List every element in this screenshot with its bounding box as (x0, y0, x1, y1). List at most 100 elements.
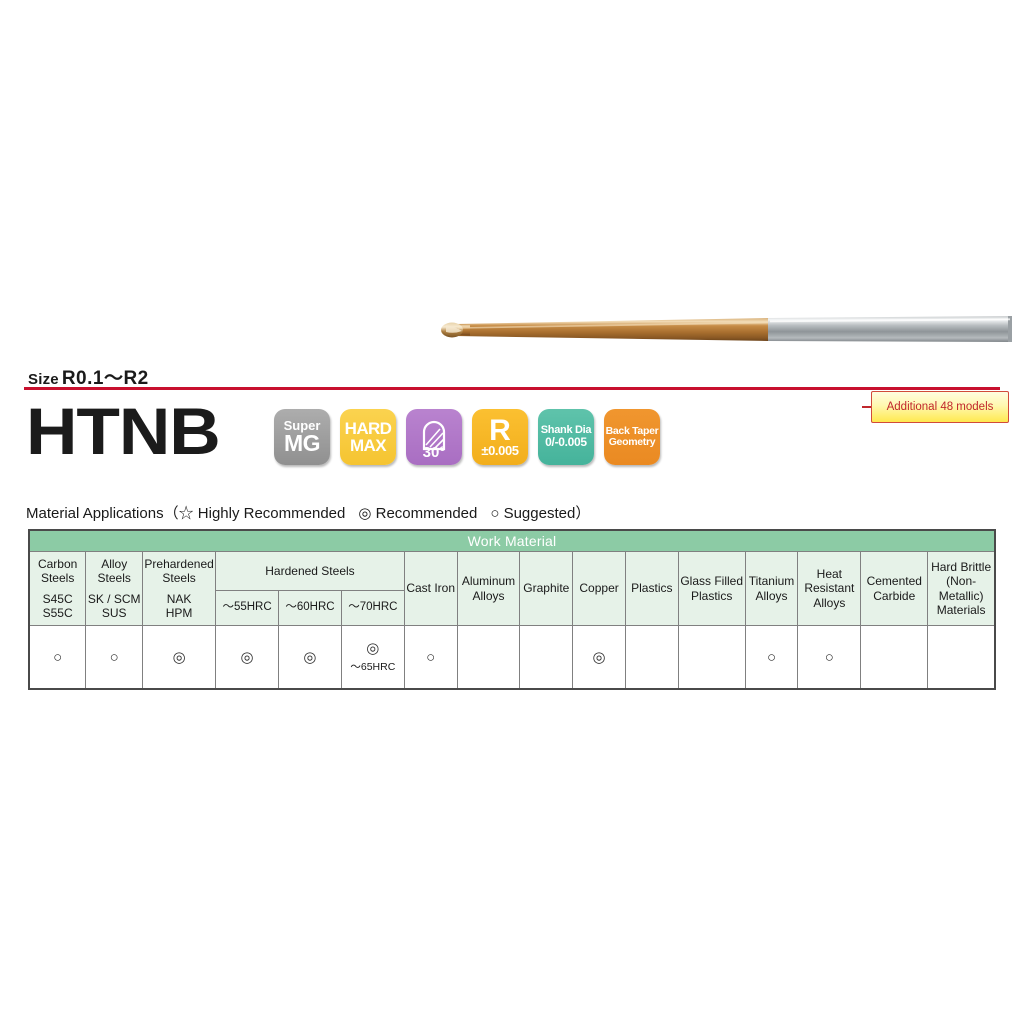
work-material-band: Work Material (29, 529, 995, 552)
tool-tip-shadow (442, 330, 451, 337)
badge-shank-dia-icon: Shank Dia 0/-0.005 (538, 409, 594, 465)
badge-taper-angle-icon: 30° (406, 409, 462, 465)
size-line: Size R0.1～R2 (28, 363, 149, 390)
badge-hard-max-line1: HARD (344, 418, 392, 438)
legend-close-paren: ） (575, 505, 591, 522)
tool-shank (768, 316, 1012, 342)
legend-title: Material Applications (26, 505, 164, 522)
feature-badge-row: Super MG HARD MAX 30° R ±0.005 Shank Dia… (274, 409, 660, 465)
badge-back-taper-line2: Geometry (608, 436, 656, 448)
badge-corner-r-icon: R ±0.005 (472, 409, 528, 465)
heat-resistant-alloys-line1: Heat (816, 567, 843, 582)
cell-value-cast-iron: ○ (426, 648, 436, 666)
prehardened-steels-line1: Prehardened (144, 556, 214, 571)
col-header-aluminum-alloys: Aluminum Alloys (456, 551, 521, 626)
badge-super-mg-line2: MG (283, 429, 321, 456)
aluminum-alloys-line2: Alloys (472, 588, 505, 603)
cell-value-heat-resistant-alloys: ○ (824, 648, 834, 666)
carbon-steels-grade1: S45C (42, 592, 73, 606)
graphite-line1: Graphite (523, 581, 570, 596)
col-header-hard-brittle: Hard Brittle (Non-Metallic) Materials (927, 551, 996, 626)
titanium-alloys-line1: Titanium (748, 574, 795, 589)
legend-label-highly-recommended: Highly Recommended (197, 505, 346, 522)
col-header-alloy-steels: Alloy Steels SK / SCM SUS (85, 551, 144, 626)
cell-note-hardened-70hrc: ～65HRC (350, 660, 396, 673)
aluminum-alloys-line1: Aluminum (461, 574, 516, 589)
material-applications-table: Work Material Carbon Steels S45C S55C Al… (28, 529, 996, 690)
alloy-steels-grade1: SK / SCM (87, 592, 141, 606)
dome-hatch-icon (422, 420, 446, 451)
col-header-graphite: Graphite (519, 551, 574, 626)
tool-highlight (458, 321, 768, 329)
cell-hard-brittle (927, 625, 996, 690)
glass-filled-plastics-line1: Glass Filled (680, 574, 743, 589)
cell-plastics (624, 625, 679, 690)
glass-filled-plastics-line2: Plastics (690, 588, 733, 603)
cell-cast-iron: ○ (403, 625, 458, 690)
col-header-plastics: Plastics (624, 551, 679, 626)
additional-models-callout: Additional 48 models (871, 391, 1009, 423)
col-header-hardened-steels-group: Hardened Steels (215, 551, 405, 591)
cell-carbon-steels: ○ (28, 625, 87, 690)
tool-photo (441, 316, 1012, 342)
legend-symbol-suggested: ○ (490, 505, 500, 522)
tool-coated-taper (455, 318, 768, 341)
cell-value-hardened-60hrc: ◎ (303, 648, 317, 666)
badge-hard-max-line2: MAX (350, 436, 387, 455)
col-header-hardened-60hrc: ～60HRC (278, 590, 342, 626)
cell-value-hardened-70hrc: ◎ (366, 639, 380, 657)
carbon-steels-line1: Carbon (37, 556, 78, 571)
legend-label-suggested: Suggested (503, 505, 576, 522)
badge-corner-r-line2: ±0.005 (481, 442, 519, 458)
col-header-hardened-70hrc: ～70HRC (340, 590, 405, 626)
heat-resistant-alloys-line2: Resistant (804, 581, 855, 596)
cell-value-hardened-55hrc: ◎ (240, 648, 254, 666)
col-header-copper: Copper (572, 551, 626, 626)
col-header-glass-filled-plastics: Glass Filled Plastics (677, 551, 746, 626)
cell-value-carbon-steels: ○ (53, 648, 63, 666)
table-header-row-2: ～55HRC ～60HRC ～70HRC (29, 590, 995, 626)
alloy-steels-line2: Steels (97, 570, 131, 585)
cell-value-alloy-steels: ○ (109, 648, 119, 666)
table-header-row-1: Carbon Steels S45C S55C Alloy Steels SK … (28, 551, 996, 626)
cell-aluminum-alloys (456, 625, 521, 690)
plastics-line1: Plastics (631, 581, 673, 596)
tool-flute-gash (446, 325, 462, 333)
prehardened-steels-grade2: HPM (165, 606, 193, 621)
badge-back-taper-icon: Back Taper Geometry (604, 409, 660, 465)
legend-label-recommended: Recommended (375, 505, 478, 522)
col-header-titanium-alloys: Titanium Alloys (744, 551, 799, 626)
col-header-cast-iron: Cast Iron (403, 551, 458, 626)
alloy-steels-line1: Alloy (101, 556, 128, 571)
badge-taper-angle-value: 30° (422, 443, 446, 461)
cell-value-titanium-alloys: ○ (766, 648, 777, 666)
cell-hardened-60hrc: ◎ (278, 625, 342, 690)
badge-corner-r-line1: R (489, 413, 511, 447)
col-header-prehardened-steels: Prehardened Steels NAK HPM (142, 551, 217, 626)
cell-cemented-carbide (860, 625, 929, 690)
hard-brittle-line1: Hard Brittle (931, 560, 992, 575)
table-row: ○ ○ ◎ ◎ ◎ ◎ ～65HRC ○ ◎ (28, 625, 996, 690)
size-value: R0.1～R2 (61, 368, 149, 389)
cemented-carbide-line2: Carbide (873, 588, 916, 603)
badge-shank-dia-line1: Shank Dia (540, 424, 592, 437)
tool-shank-end (1008, 316, 1012, 342)
badge-super-mg-line1: Super (283, 417, 321, 433)
badge-super-mg-icon: Super MG (274, 409, 330, 465)
badge-back-taper-line1: Back Taper (605, 425, 659, 438)
legend-open-paren: （ (163, 505, 179, 522)
col-header-heat-resistant-alloys: Heat Resistant Alloys (797, 551, 862, 626)
cell-heat-resistant-alloys: ○ (797, 625, 862, 690)
tool-shank-highlight (770, 318, 1010, 323)
badge-hard-max-icon: HARD MAX (340, 409, 396, 465)
titanium-alloys-line2: Alloys (755, 588, 788, 603)
cell-prehardened-steels: ◎ (142, 625, 217, 690)
cell-titanium-alloys: ○ (744, 625, 799, 690)
prehardened-steels-line2: Steels (162, 570, 196, 585)
cell-value-prehardened-steels: ◎ (172, 648, 186, 666)
header-divider-rule (24, 387, 1000, 390)
cell-copper: ◎ (572, 625, 626, 690)
hard-brittle-line3: Materials (936, 602, 986, 617)
cell-alloy-steels: ○ (85, 625, 144, 690)
hard-brittle-line2: (Non-Metallic) (938, 574, 984, 603)
